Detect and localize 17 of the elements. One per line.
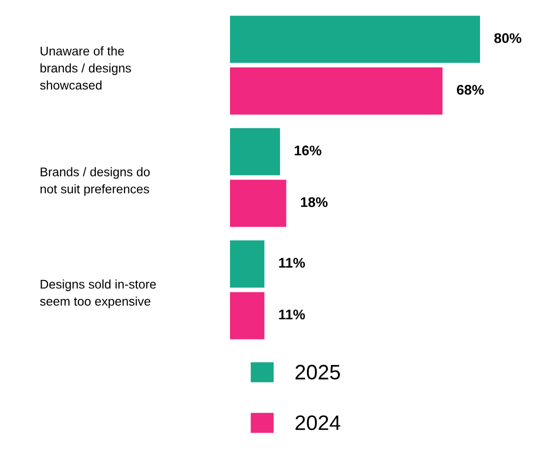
y-tick-label: Designs sold in-store seem too expensive xyxy=(40,279,156,308)
bar xyxy=(230,128,280,176)
bar xyxy=(230,292,264,340)
data-label: 11% xyxy=(279,310,305,320)
data-label: 16% xyxy=(294,146,322,156)
bar xyxy=(230,240,264,288)
y-tick-label: Brands / designs do not suit preferences xyxy=(40,167,150,196)
data-label: 18% xyxy=(301,197,328,208)
bar xyxy=(230,16,480,63)
data-label: 80% xyxy=(494,33,522,44)
data-label: 68% xyxy=(456,84,484,95)
bar xyxy=(230,67,442,115)
bar xyxy=(230,180,286,227)
data-label: 11% xyxy=(279,258,305,268)
y-tick-label: Unaware of the brands / designs showcased xyxy=(40,46,131,90)
legend-label: 2025 xyxy=(296,364,340,380)
legend-label: 2024 xyxy=(296,415,340,430)
